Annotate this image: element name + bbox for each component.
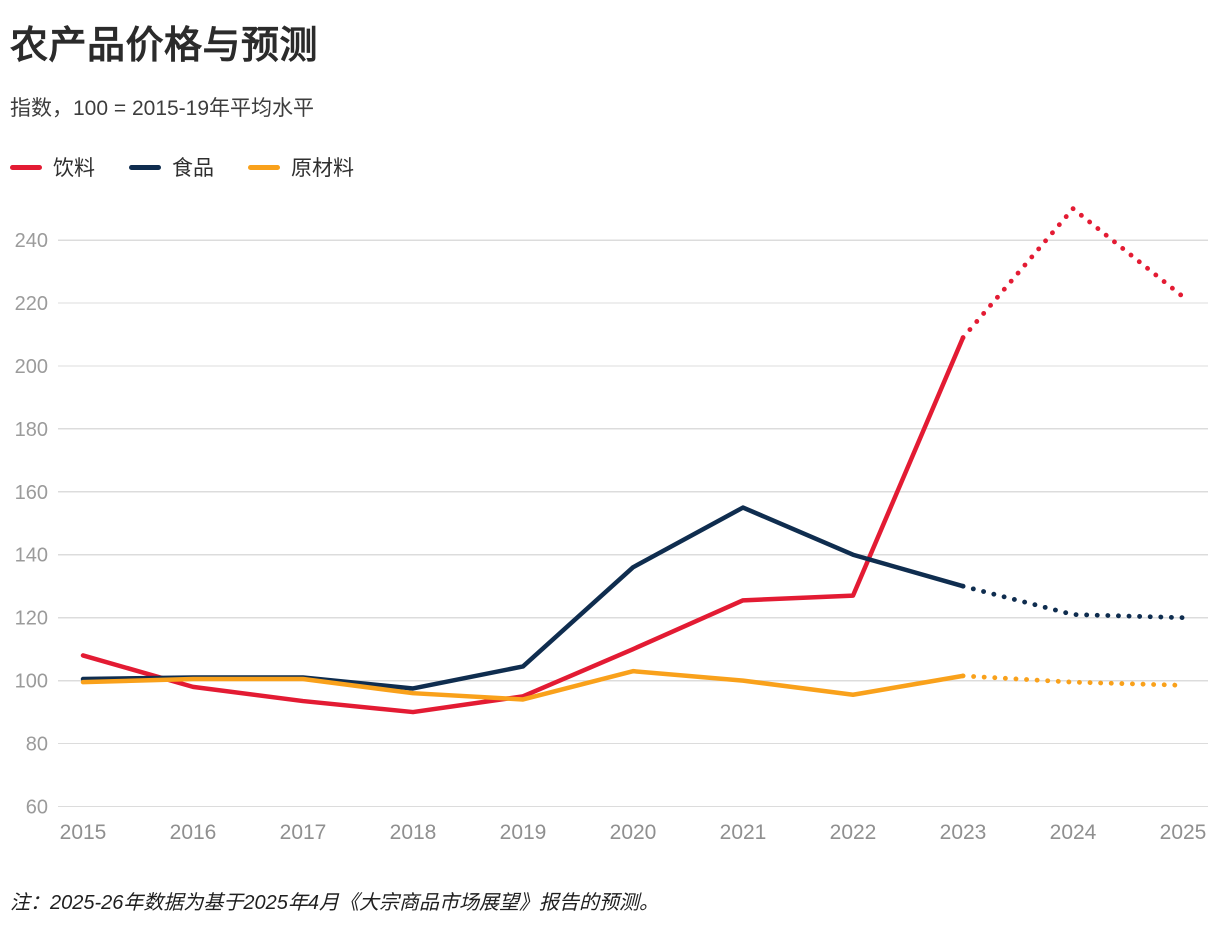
y-axis-tick-label: 220 [15,293,48,315]
line-chart: 60 80 100 120 140 160 180 200 220 240 2015 2016 2017… [0,190,1220,870]
series-forecast-line-food [960,583,1186,621]
y-axis-tick-label: 120 [15,608,48,630]
legend-item-beverages: 饮料 [10,152,95,182]
legend-item-raw-materials: 原材料 [248,152,354,182]
chart-title: 农产品价格与预测 [10,25,319,67]
y-axis-tick-label: 60 [26,796,48,818]
legend-label-raw-materials: 原材料 [291,157,354,180]
y-axis-tick-label: 240 [15,230,48,252]
chart-subtitle: 指数，100 = 2015-19年平均水平 [10,97,315,120]
x-axis-tick-label: 2021 [720,821,767,844]
x-axis-tick-label: 2015 [60,821,107,844]
x-axis-tick-label: 2016 [170,821,217,844]
y-axis-tick-label: 140 [15,545,48,567]
y-axis-tick-label: 80 [26,734,48,756]
legend-label-food: 食品 [172,157,214,180]
legend-swatch-food [129,164,161,170]
series-line-beverages [80,335,966,715]
series-line-raw-materials [80,668,966,702]
legend: 饮料 食品 原材料 [10,152,354,182]
y-axis-tick-label: 160 [15,482,48,504]
x-axis-tick-label: 2025 [1160,821,1207,844]
x-axis-tick-label: 2019 [500,821,547,844]
legend-item-food: 食品 [129,152,214,182]
legend-swatch-raw-materials [248,164,280,170]
y-axis-tick-label: 180 [15,419,48,441]
y-axis-tick-label: 100 [15,671,48,693]
line-chart-canvas: 60 80 100 120 140 160 180 200 220 240 2015 2016 2017… [15,206,1208,844]
legend-label-beverages: 饮料 [53,157,95,180]
x-axis-tick-label: 2024 [1050,821,1097,844]
legend-swatch-beverages [10,164,42,170]
x-axis-tick-label: 2020 [610,821,657,844]
x-axis-tick-label: 2018 [390,821,437,844]
series-forecast-line-beverages [960,206,1186,341]
x-axis-tick-label: 2017 [280,821,327,844]
y-axis-tick-label: 200 [15,356,48,378]
footnote: 注：2025-26年数据为基于2025年4月《大宗商品市场展望》报告的预测。 [10,892,660,914]
x-axis-tick-label: 2023 [940,821,987,844]
x-axis-tick-label: 2022 [830,821,877,844]
